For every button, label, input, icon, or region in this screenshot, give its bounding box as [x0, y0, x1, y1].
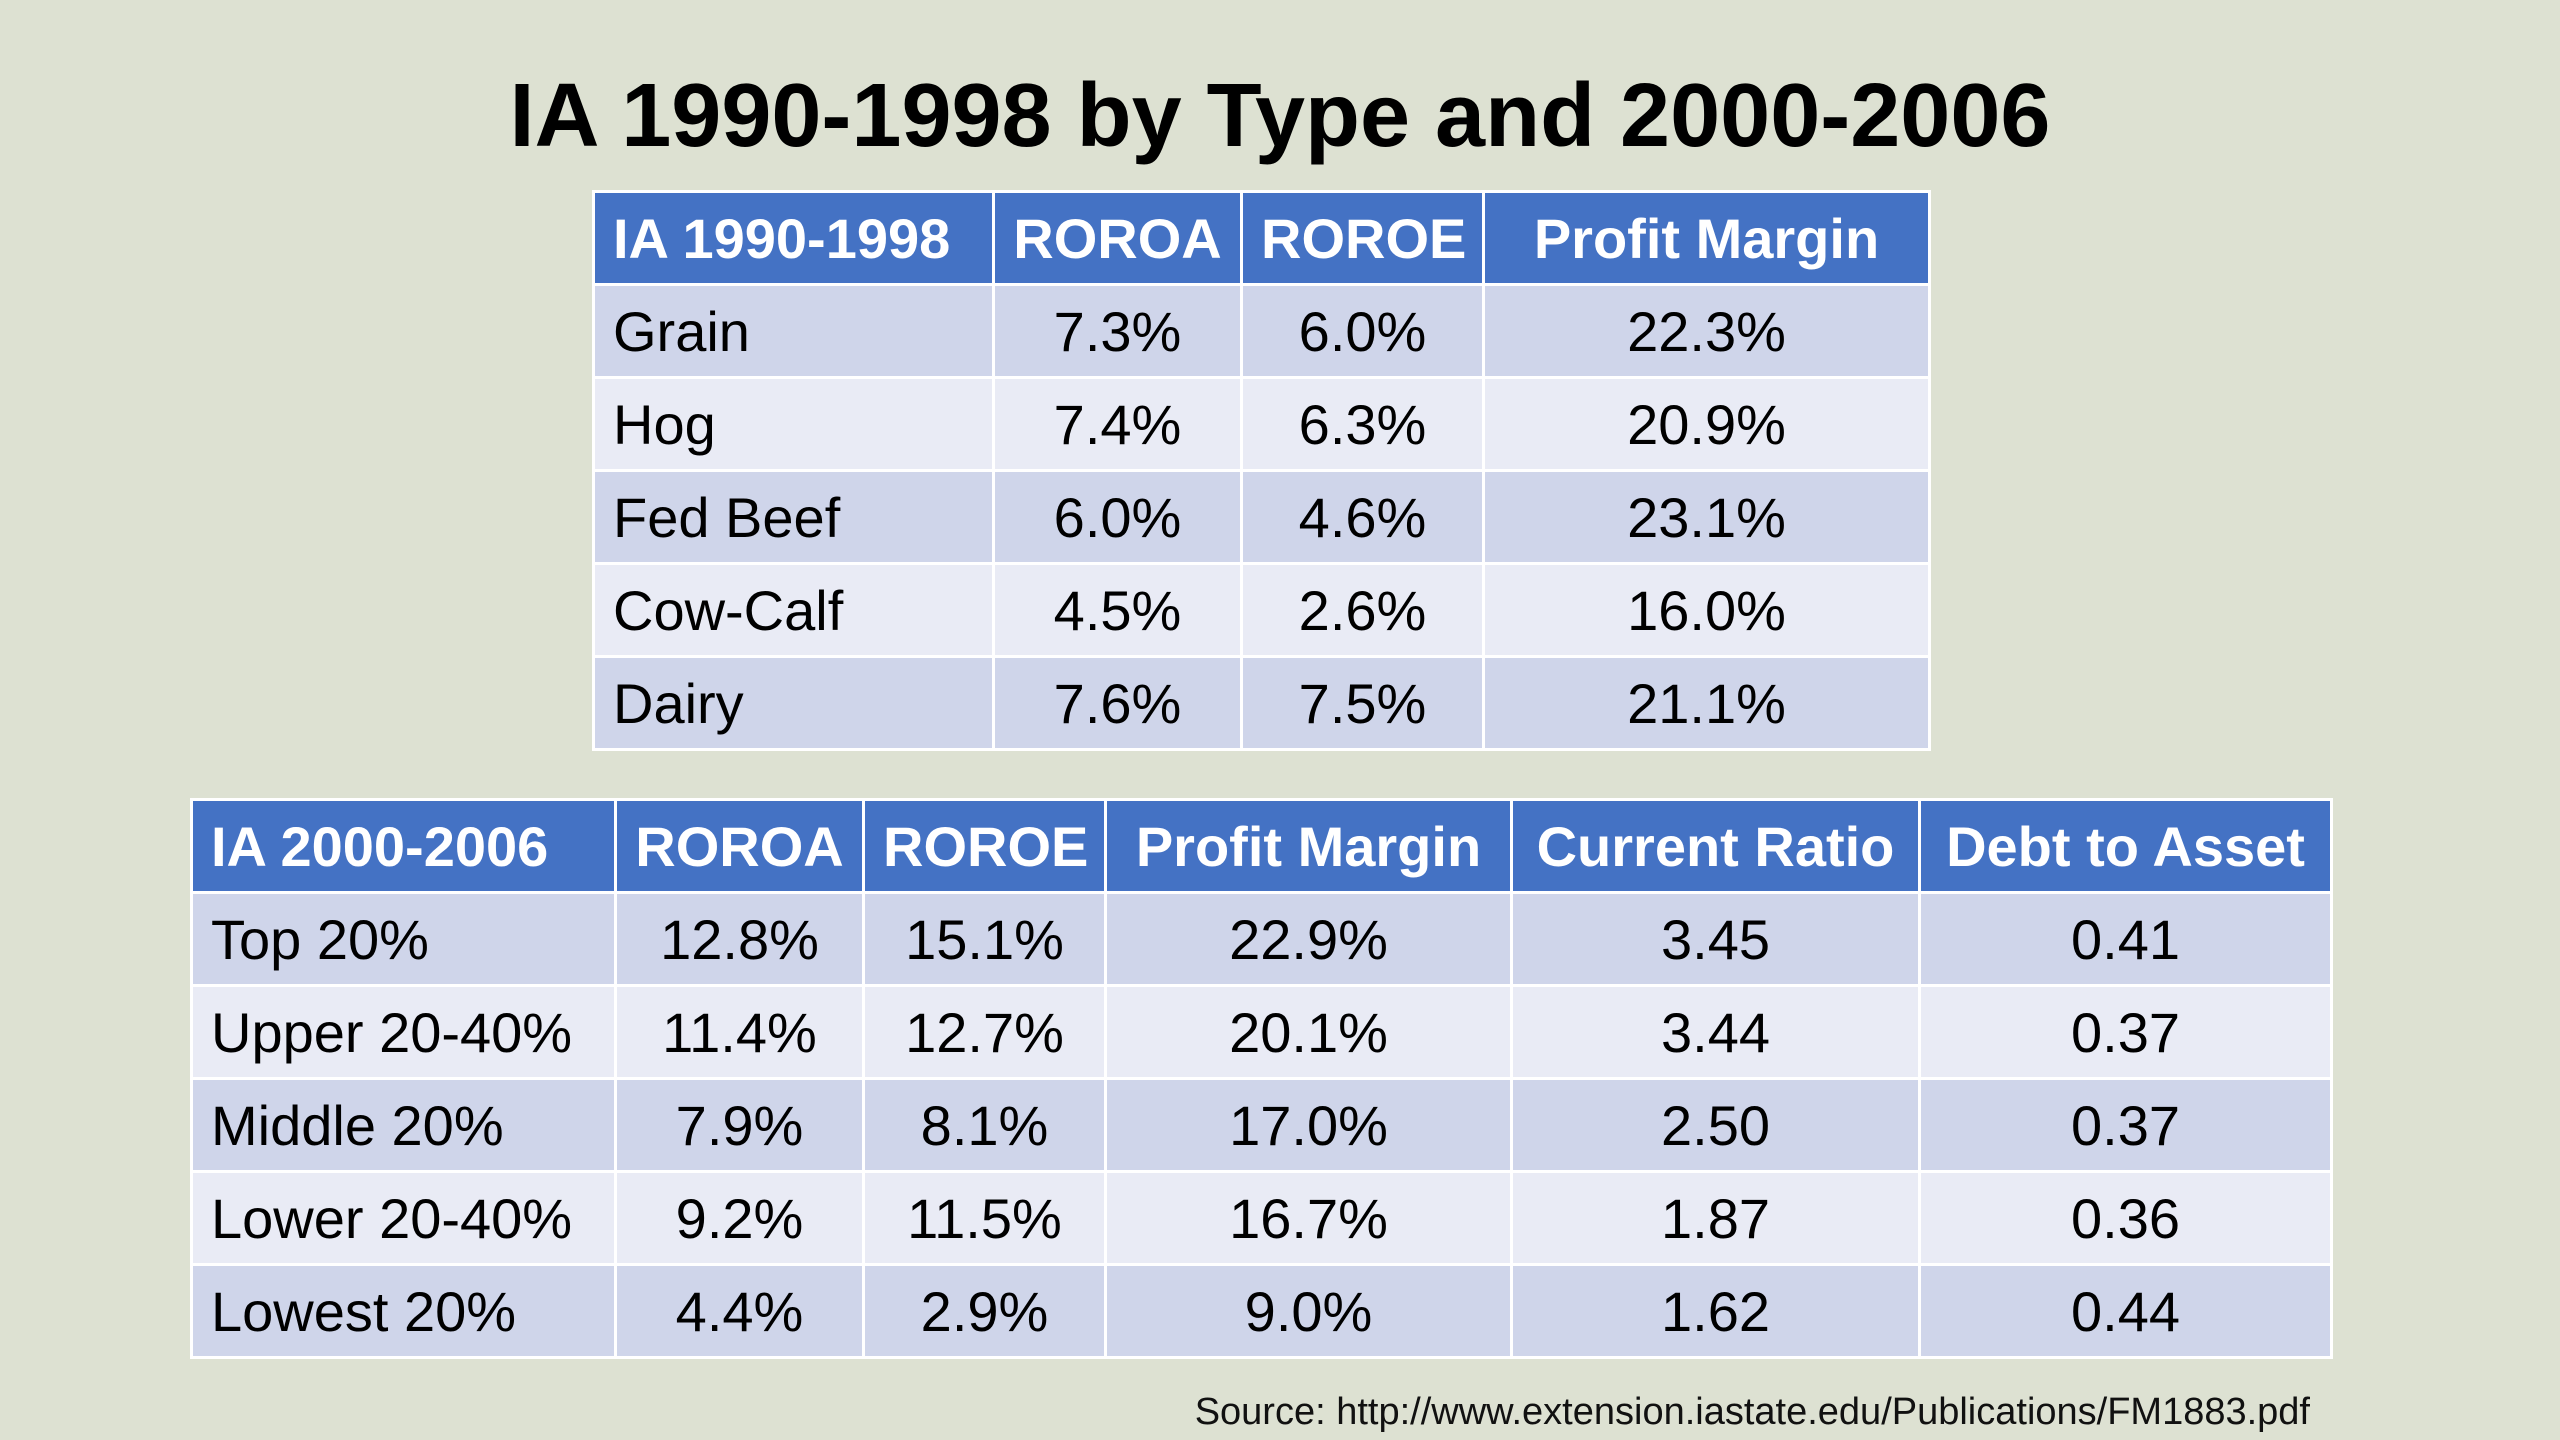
table-cell: 6.0% — [1240, 283, 1485, 379]
row-label: Lowest 20% — [190, 1263, 617, 1359]
table-cell: 1.62 — [1510, 1263, 1921, 1359]
row-label: Grain — [592, 283, 995, 379]
table-cell: 0.37 — [1918, 1077, 2333, 1173]
table-row: Lower 20-40% 9.2% 11.5% 16.7% 1.87 0.36 — [190, 1170, 2333, 1266]
table-cell: 15.1% — [862, 891, 1107, 987]
table-cell: 3.44 — [1510, 984, 1921, 1080]
table-row: Upper 20-40% 11.4% 12.7% 20.1% 3.44 0.37 — [190, 984, 2333, 1080]
column-header: ROROA — [614, 798, 865, 894]
row-label: Middle 20% — [190, 1077, 617, 1173]
table-cell: 1.87 — [1510, 1170, 1921, 1266]
table-cell: 22.3% — [1482, 283, 1931, 379]
table-row: Grain 7.3% 6.0% 22.3% — [592, 283, 1931, 379]
table-cell: 4.5% — [992, 562, 1243, 658]
table-row: Top 20% 12.8% 15.1% 22.9% 3.45 0.41 — [190, 891, 2333, 987]
table-cell: 0.44 — [1918, 1263, 2333, 1359]
table-cell: 12.7% — [862, 984, 1107, 1080]
table-cell: 6.3% — [1240, 376, 1485, 472]
table-cell: 17.0% — [1104, 1077, 1513, 1173]
row-label: Dairy — [592, 655, 995, 751]
column-header: Debt to Asset — [1918, 798, 2333, 894]
table-cell: 6.0% — [992, 469, 1243, 565]
table-cell: 8.1% — [862, 1077, 1107, 1173]
table-cell: 23.1% — [1482, 469, 1931, 565]
table-cell: 4.6% — [1240, 469, 1485, 565]
table-cell: 0.41 — [1918, 891, 2333, 987]
table-cell: 0.37 — [1918, 984, 2333, 1080]
table-cell: 16.0% — [1482, 562, 1931, 658]
table-cell: 12.8% — [614, 891, 865, 987]
table-row: Dairy 7.6% 7.5% 21.1% — [592, 655, 1931, 751]
table-cell: 3.45 — [1510, 891, 1921, 987]
table-cell: 7.6% — [992, 655, 1243, 751]
source-note: Source: http://www.extension.iastate.edu… — [1194, 1391, 2310, 1433]
table-header-row: IA 1990-1998 ROROA ROROE Profit Margin — [592, 190, 1931, 286]
table-cell: 20.1% — [1104, 984, 1513, 1080]
table-header-row: IA 2000-2006 ROROA ROROE Profit Margin C… — [190, 798, 2333, 894]
column-header: IA 2000-2006 — [190, 798, 617, 894]
column-header: Profit Margin — [1482, 190, 1931, 286]
table-cell: 16.7% — [1104, 1170, 1513, 1266]
table-cell: 4.4% — [614, 1263, 865, 1359]
table-cell: 9.0% — [1104, 1263, 1513, 1359]
row-label: Top 20% — [190, 891, 617, 987]
table-cell: 7.3% — [992, 283, 1243, 379]
table-cell: 9.2% — [614, 1170, 865, 1266]
table-cell: 7.4% — [992, 376, 1243, 472]
table-cell: 0.36 — [1918, 1170, 2333, 1266]
table-cell: 22.9% — [1104, 891, 1513, 987]
column-header: ROROA — [992, 190, 1243, 286]
table-cell: 11.4% — [614, 984, 865, 1080]
column-header: IA 1990-1998 — [592, 190, 995, 286]
table-row: Hog 7.4% 6.3% 20.9% — [592, 376, 1931, 472]
table-cell: 11.5% — [862, 1170, 1107, 1266]
table-cell: 7.9% — [614, 1077, 865, 1173]
table-row: Cow-Calf 4.5% 2.6% 16.0% — [592, 562, 1931, 658]
table-row: Fed Beef 6.0% 4.6% 23.1% — [592, 469, 1931, 565]
table-cell: 20.9% — [1482, 376, 1931, 472]
row-label: Upper 20-40% — [190, 984, 617, 1080]
column-header: Profit Margin — [1104, 798, 1513, 894]
row-label: Fed Beef — [592, 469, 995, 565]
table-cell: 2.6% — [1240, 562, 1485, 658]
table-cell: 2.9% — [862, 1263, 1107, 1359]
column-header: ROROE — [862, 798, 1107, 894]
row-label: Lower 20-40% — [190, 1170, 617, 1266]
table-row: Middle 20% 7.9% 8.1% 17.0% 2.50 0.37 — [190, 1077, 2333, 1173]
column-header: ROROE — [1240, 190, 1485, 286]
table-cell: 7.5% — [1240, 655, 1485, 751]
row-label: Cow-Calf — [592, 562, 995, 658]
column-header: Current Ratio — [1510, 798, 1921, 894]
table-2000-2006: IA 2000-2006 ROROA ROROE Profit Margin C… — [190, 798, 2333, 1359]
table-cell: 2.50 — [1510, 1077, 1921, 1173]
row-label: Hog — [592, 376, 995, 472]
slide-title: IA 1990-1998 by Type and 2000-2006 — [509, 66, 2051, 166]
table-cell: 21.1% — [1482, 655, 1931, 751]
table-1990-1998: IA 1990-1998 ROROA ROROE Profit Margin G… — [592, 190, 1931, 751]
table-row: Lowest 20% 4.4% 2.9% 9.0% 1.62 0.44 — [190, 1263, 2333, 1359]
